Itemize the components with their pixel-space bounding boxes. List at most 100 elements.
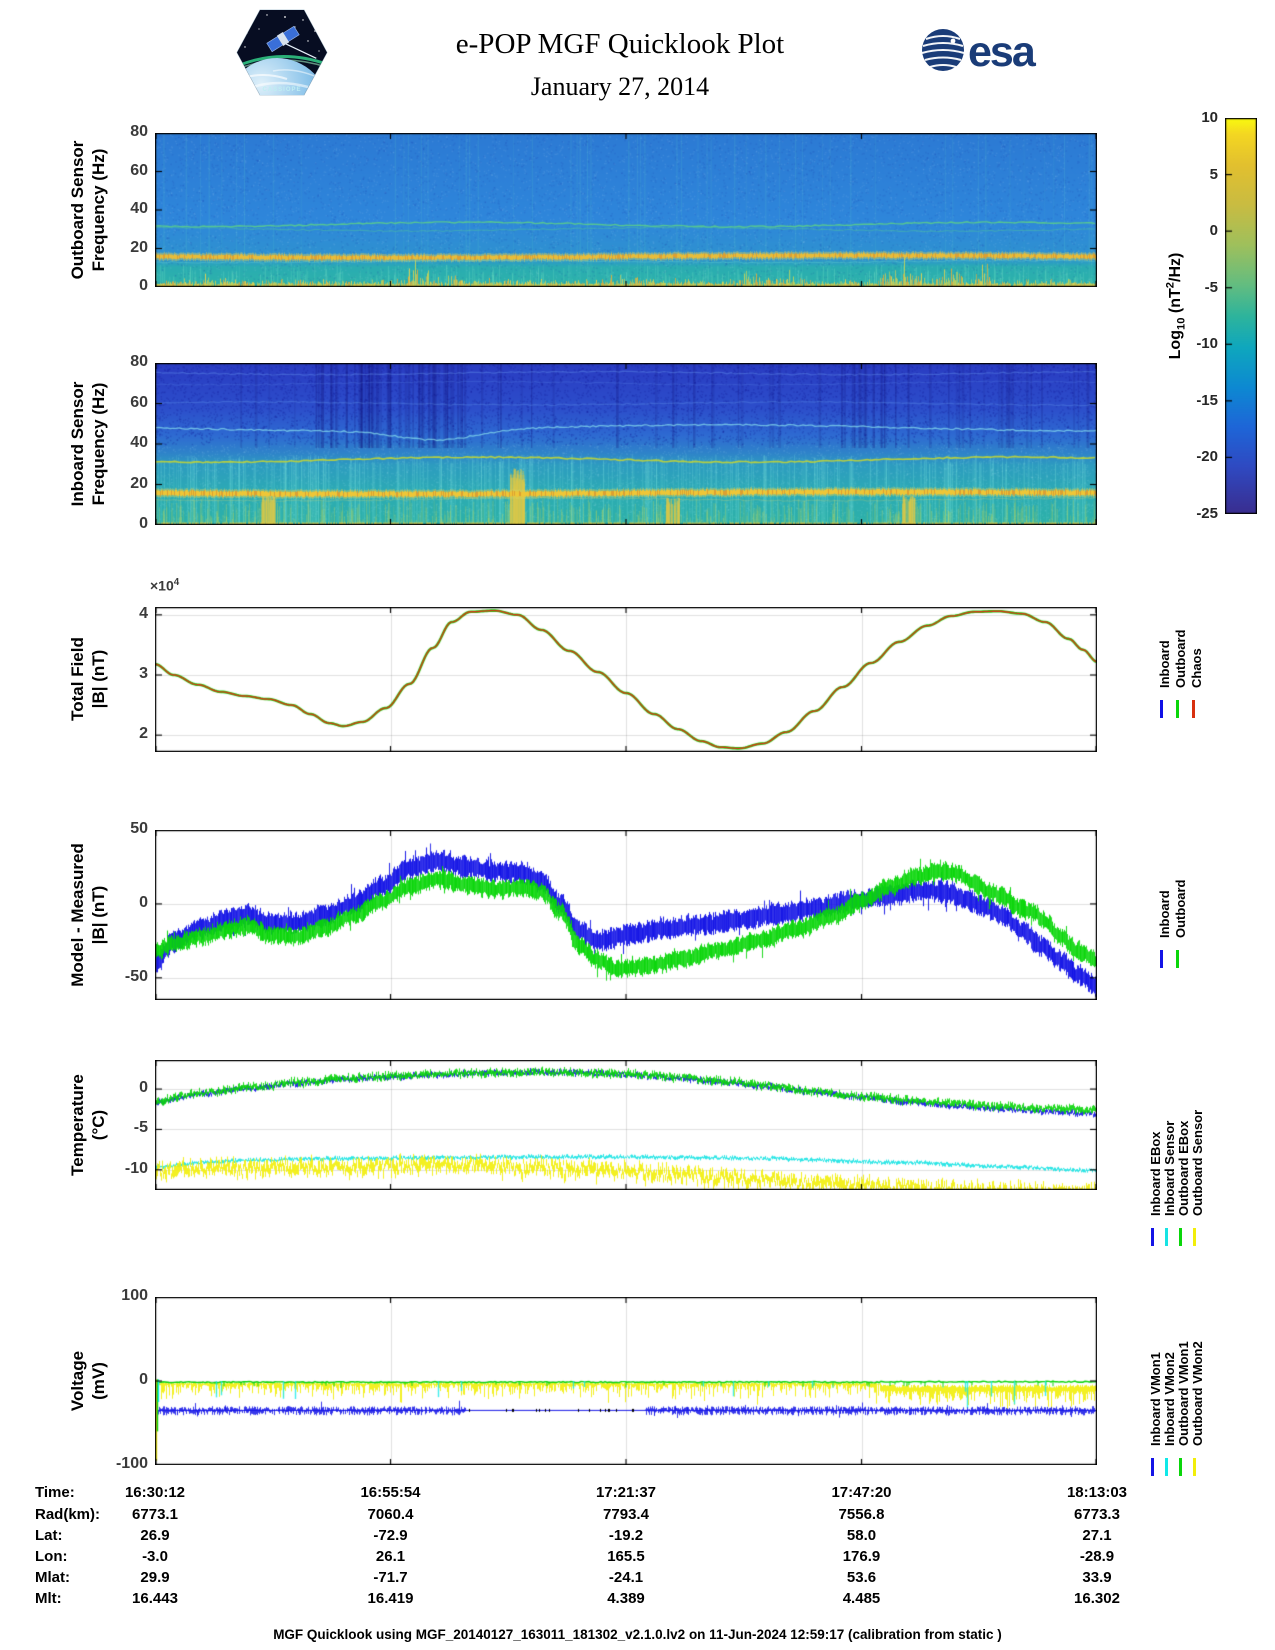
y-tick-label: 60 <box>130 161 148 179</box>
ephemeris-value: 7556.8 <box>838 1506 885 1523</box>
y-tick-label: 50 <box>130 820 148 837</box>
ephemeris-value: 26.1 <box>375 1548 406 1565</box>
footer-provenance: MGF Quicklook using MGF_20140127_163011_… <box>273 1627 1002 1642</box>
ephemeris-value: 165.5 <box>607 1548 645 1565</box>
ephemeris-value: 7060.4 <box>367 1506 414 1523</box>
colorbar-tick-label: 5 <box>1209 165 1218 183</box>
inboard-spectrogram-canvas <box>155 363 1097 525</box>
y-tick-label: 0 <box>139 515 148 532</box>
legend-label-outboard-sensor: Outboard Sensor <box>1190 1109 1205 1216</box>
legend-color-sample <box>1179 1228 1182 1246</box>
ephemeris-value: 16:55:54 <box>360 1484 421 1501</box>
colorbar-canvas <box>1225 118 1257 514</box>
legend-color-sample <box>1193 1228 1196 1246</box>
total-field-plot-canvas <box>155 607 1097 752</box>
legend-label-inboard-vmon1: Inboard VMon1 <box>1148 1352 1163 1446</box>
legend-label-inboard-sensor: Inboard Sensor <box>1162 1120 1177 1216</box>
figure-date: January 27, 2014 <box>530 72 710 101</box>
legend-label-outboard-vmon2: Outboard VMon2 <box>1190 1341 1205 1446</box>
ephemeris-value: 4.389 <box>607 1590 645 1607</box>
ephemeris-value: 4.485 <box>842 1590 881 1607</box>
ephemeris-value: 17:21:37 <box>595 1484 657 1501</box>
temperature-plot-canvas <box>155 1060 1097 1190</box>
legend-color-sample <box>1165 1228 1168 1246</box>
y-tick-label: -100 <box>115 1455 148 1472</box>
model-minus-measured-canvas <box>155 830 1097 1000</box>
legend-label-outboard: Outboard <box>1173 629 1188 689</box>
legend-color-sample <box>1165 1458 1168 1476</box>
ephemeris-value: 27.1 <box>1082 1527 1112 1544</box>
legend-label-chaos: Chaos <box>1189 648 1204 688</box>
y-tick-label: 0 <box>139 1371 148 1388</box>
ephemeris-row-label: Lon: <box>35 1548 68 1565</box>
ephemeris-value: -72.9 <box>373 1527 408 1544</box>
ephemeris-value: 17:47:20 <box>831 1484 892 1501</box>
ephemeris-value: 26.9 <box>140 1527 170 1544</box>
ephemeris-value: 7793.4 <box>603 1506 649 1523</box>
legend-label-inboard-ebox: Inboard EBox <box>1148 1131 1163 1216</box>
ephemeris-value: 53.6 <box>846 1569 877 1586</box>
voltage-plot-canvas <box>155 1297 1097 1465</box>
ephemeris-value: -24.1 <box>608 1569 644 1586</box>
colorbar-tick-label: -25 <box>1196 505 1218 522</box>
y-scale-exponent: ×104 <box>150 577 180 594</box>
ephemeris-row-label: Lat: <box>35 1527 63 1544</box>
y-tick-label: 100 <box>121 1287 148 1304</box>
ephemeris-value: -28.9 <box>1079 1548 1115 1565</box>
ephemeris-value: 16:30:12 <box>124 1484 186 1501</box>
colorbar-tick-label: -10 <box>1196 335 1218 353</box>
esa-logo-text: esa <box>968 28 1037 75</box>
colorbar-tick-label: -5 <box>1204 278 1218 296</box>
legend-color-sample <box>1160 950 1163 968</box>
ephemeris-value: -71.7 <box>373 1569 408 1586</box>
y-tick-label: 3 <box>139 664 148 682</box>
colorbar-tick-label: 10 <box>1201 109 1218 126</box>
y-tick-label: 80 <box>130 353 148 370</box>
ephemeris-row-label: Rad(km): <box>35 1506 101 1523</box>
ephemeris-value: 16.443 <box>132 1590 178 1607</box>
legend-label-outboard-vmon1: Outboard VMon1 <box>1176 1341 1191 1446</box>
ephemeris-value: 176.9 <box>842 1548 881 1565</box>
ephemeris-value: 6773.1 <box>132 1506 178 1523</box>
legend-label-inboard-vmon2: Inboard VMon2 <box>1162 1352 1177 1446</box>
y-tick-label: 80 <box>130 123 148 140</box>
legend-color-sample <box>1151 1228 1154 1246</box>
y-tick-label: 0 <box>139 277 148 294</box>
y-tick-label: -50 <box>124 967 148 985</box>
y-tick-label: -10 <box>124 1159 148 1177</box>
page-title: e-POP MGF Quicklook Plot <box>455 28 785 60</box>
colorbar-tick-label: -15 <box>1196 391 1218 409</box>
legend-color-sample <box>1176 700 1179 718</box>
y-tick-label: -5 <box>133 1119 148 1137</box>
y-tick-label: 4 <box>139 604 148 622</box>
y-tick-label: 0 <box>139 1079 148 1097</box>
ephemeris-value: -19.2 <box>608 1527 644 1544</box>
ephemeris-value: 6773.3 <box>1074 1506 1120 1523</box>
legend-color-sample <box>1160 700 1163 718</box>
ephemeris-value: 18:13:03 <box>1066 1484 1128 1501</box>
legend-color-sample <box>1176 950 1179 968</box>
legend-color-sample <box>1192 700 1195 718</box>
legend-label-outboard: Outboard <box>1173 879 1188 939</box>
outboard-spectrogram-canvas <box>155 133 1097 287</box>
ephemeris-value: 16.419 <box>367 1590 414 1607</box>
legend-color-sample <box>1151 1458 1154 1476</box>
ephemeris-value: 29.9 <box>140 1569 170 1586</box>
colorbar-tick-label: 0 <box>1209 222 1218 240</box>
legend-label-inboard: Inboard <box>1157 640 1172 688</box>
legend-label-outboard-ebox: Outboard EBox <box>1176 1120 1191 1216</box>
y-tick-label: 60 <box>130 393 148 411</box>
y-tick-label: 40 <box>130 434 148 451</box>
ephemeris-row-label: Mlat: <box>35 1569 70 1586</box>
ephemeris-row-label: Time: <box>35 1484 75 1501</box>
y-tick-label: 0 <box>139 893 148 911</box>
ylabel-model-minus-measured: Model - Measured |B| (nT) <box>68 843 108 987</box>
ephemeris-row-label: Mlt: <box>35 1590 62 1607</box>
legend-color-sample <box>1193 1458 1196 1476</box>
y-tick-label: 20 <box>130 474 148 492</box>
ephemeris-value: 33.9 <box>1082 1569 1112 1586</box>
colorbar-tick-label: -20 <box>1196 448 1218 466</box>
patch-label: CASSIOPE <box>262 87 301 93</box>
legend-label-inboard: Inboard <box>1157 890 1172 938</box>
